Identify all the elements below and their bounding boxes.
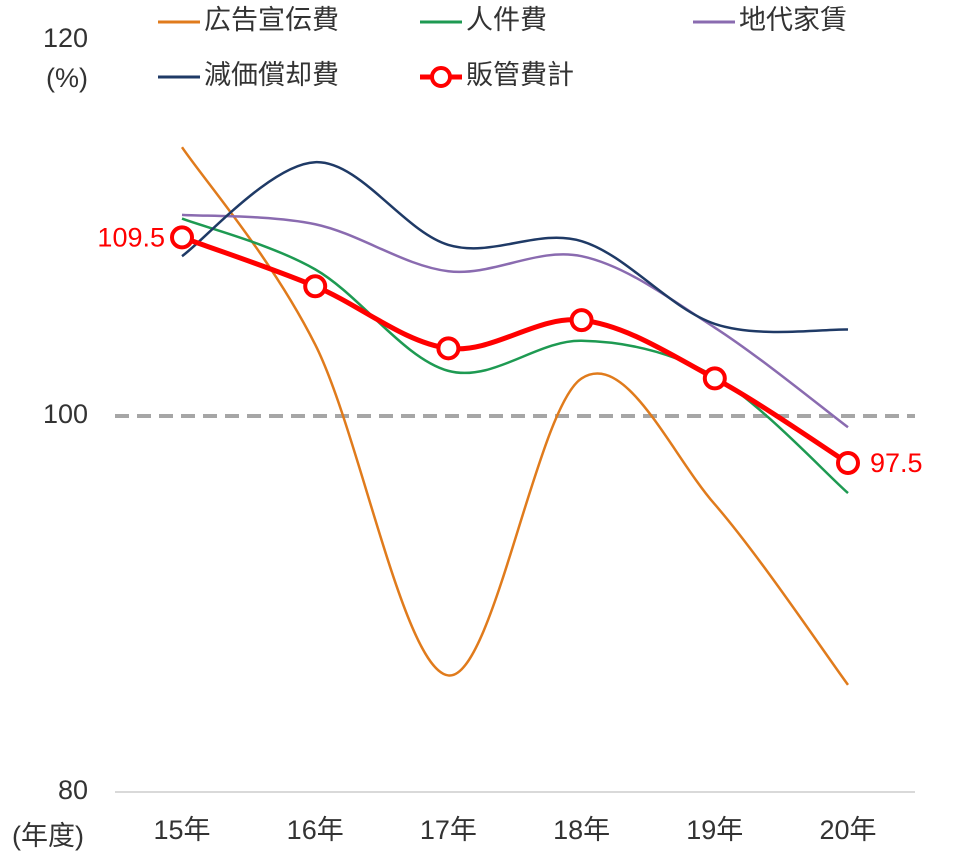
legend-label: 地代家賃 [739, 5, 847, 35]
legend-marker [430, 66, 452, 88]
x-axis-label: (年度) [12, 821, 84, 851]
y-tick-label: 80 [58, 775, 88, 805]
series-line [180, 146, 850, 686]
x-tick-label: 20年 [819, 815, 876, 845]
x-tick-label: 16年 [287, 815, 344, 845]
y-axis-label: (%) [46, 63, 88, 93]
point-marker [569, 308, 594, 333]
point-marker [303, 274, 328, 299]
point-marker [170, 225, 194, 250]
point-marker [436, 336, 461, 361]
data-label: 97.5 [870, 448, 923, 478]
y-tick-label: 100 [43, 399, 88, 429]
legend-label: 減価償却費 [204, 60, 339, 90]
y-tick-label: 120 [43, 23, 88, 53]
legend-label: 販管費計 [466, 60, 574, 90]
series-line [181, 217, 849, 495]
x-tick-label: 19年 [686, 815, 743, 845]
x-tick-label: 15年 [153, 815, 210, 845]
point-marker [836, 451, 860, 475]
series-line [181, 213, 849, 429]
legend-label: 人件費 [466, 5, 547, 35]
series-line [181, 160, 849, 334]
point-marker [702, 366, 727, 391]
legend-label: 広告宣伝費 [204, 5, 339, 35]
x-tick-label: 18年 [553, 815, 610, 845]
data-label: 109.5 [97, 223, 165, 253]
x-tick-label: 17年 [420, 815, 477, 845]
